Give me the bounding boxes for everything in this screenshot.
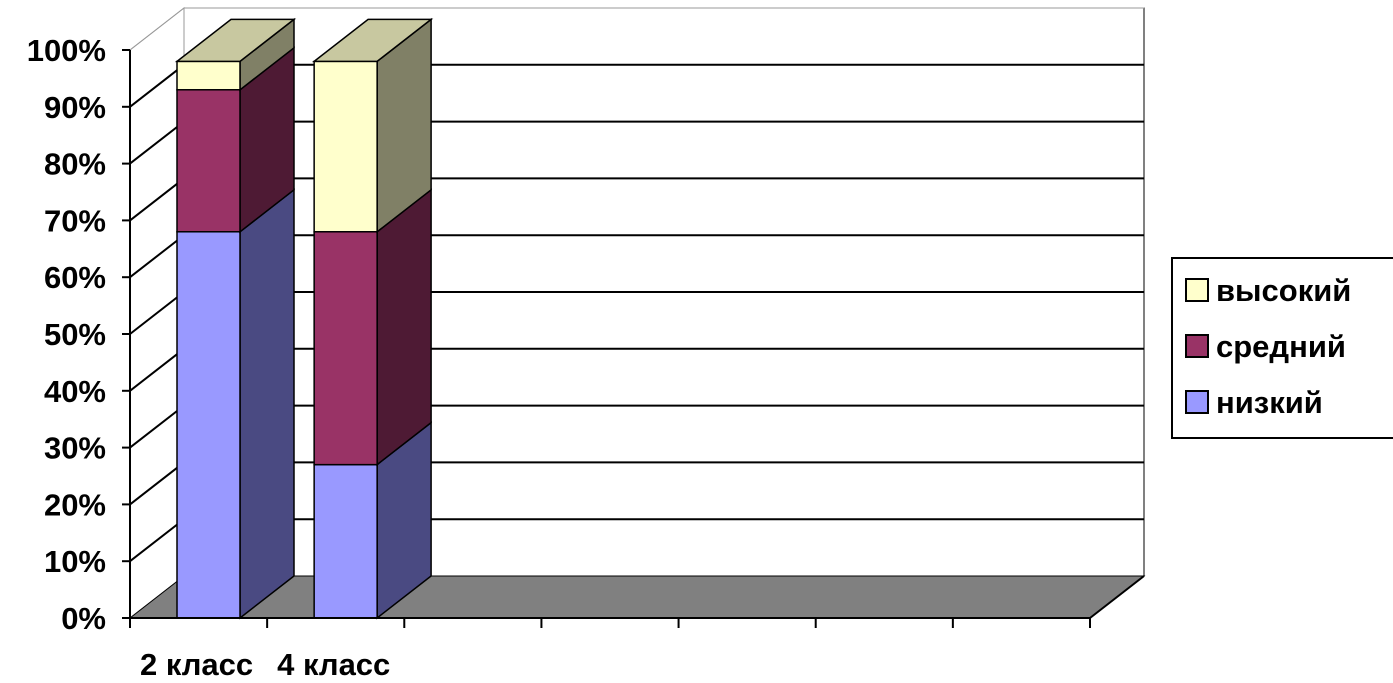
legend-label: низкий: [1216, 385, 1323, 420]
bar: [313, 231, 378, 466]
bar: [313, 60, 378, 233]
bar: [176, 60, 241, 91]
chart-axes: 0% 10% 20% 30% 40% 50% 60% 70% 80% 90% 100% 2 класс…: [27, 33, 1145, 682]
bar-side: [239, 188, 295, 620]
y-tick-label: 60%: [44, 260, 106, 295]
legend-swatch: [1185, 278, 1209, 302]
x-tick-label: 2 класс: [140, 647, 253, 678]
legend-swatch: [1185, 334, 1209, 358]
bar-top: [311, 18, 434, 63]
floor-edge: [1089, 575, 1145, 619]
bar: [313, 463, 378, 619]
chart-bars: [174, 17, 434, 620]
y-tick-label: 20%: [44, 487, 106, 522]
bar: [176, 89, 241, 233]
y-tick-label: 80%: [44, 147, 106, 182]
bar-top: [174, 18, 297, 63]
bar: [176, 231, 241, 619]
y-tick-label: 40%: [44, 374, 106, 409]
y-tick-label: 90%: [44, 90, 106, 125]
gridline: [129, 7, 1144, 51]
chart-legend: высокий средний низкий: [1171, 257, 1393, 439]
y-tick-label: 100%: [27, 33, 106, 68]
y-tick-label: 10%: [44, 544, 106, 579]
legend-label: средний: [1216, 329, 1346, 364]
y-tick-label: 0%: [61, 601, 106, 636]
y-tick-label: 30%: [44, 431, 106, 466]
x-tick-label: 4 класс: [277, 647, 390, 678]
y-tick-label: 50%: [44, 317, 106, 352]
bar-side: [376, 188, 432, 467]
legend-swatch: [1185, 390, 1209, 414]
y-tick-label: 70%: [44, 203, 106, 238]
legend-label: высокий: [1216, 273, 1351, 308]
